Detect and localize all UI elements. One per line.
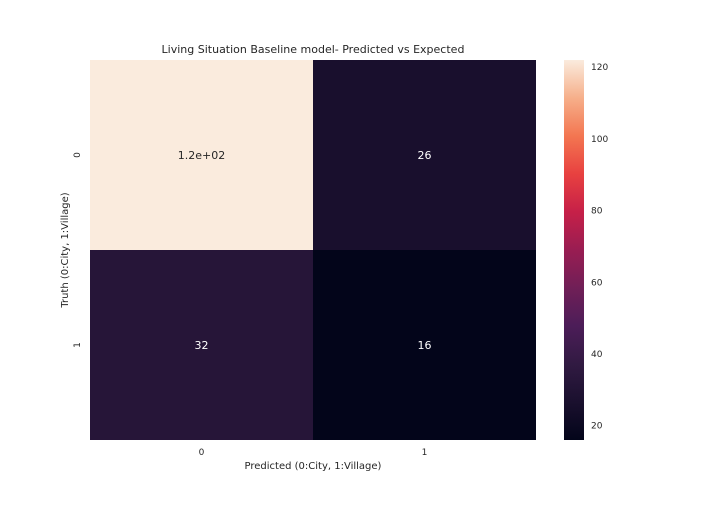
heatmap-cell <box>90 60 313 250</box>
cell-value-label: 32 <box>195 339 209 352</box>
cell-value-label: 1.2e+02 <box>178 149 225 162</box>
heatmap-cell <box>313 60 536 250</box>
x-tick-label: 1 <box>422 448 428 458</box>
colorbar-ticks: 20 40 60 80 100 120 <box>591 63 608 431</box>
colorbar-tick-label: 80 <box>591 207 603 217</box>
colorbar-tick-label: 20 <box>591 422 603 432</box>
colorbar-tick-label: 120 <box>591 63 608 73</box>
chart-title: Living Situation Baseline model- Predict… <box>162 43 465 56</box>
colorbar-tick-label: 100 <box>591 135 608 145</box>
y-axis-label: Truth (0:City, 1:Village) <box>60 192 71 308</box>
colorbar-tick-label: 60 <box>591 278 603 288</box>
heatmap-cell <box>313 250 536 440</box>
y-tick-label: 1 <box>73 342 83 348</box>
y-axis-ticks: 01 <box>73 152 83 348</box>
heatmap-cell <box>90 250 313 440</box>
y-tick-label: 0 <box>73 152 83 158</box>
heatmap-cells: 1.2e+02 26 32 16 <box>90 60 536 440</box>
x-axis-label: Predicted (0:City, 1:Village) <box>245 461 382 472</box>
cell-value-label: 16 <box>418 339 432 352</box>
colorbar-tick-label: 40 <box>591 350 603 360</box>
colorbar <box>564 60 584 440</box>
x-tick-label: 0 <box>199 448 205 458</box>
cell-value-label: 26 <box>418 149 432 162</box>
